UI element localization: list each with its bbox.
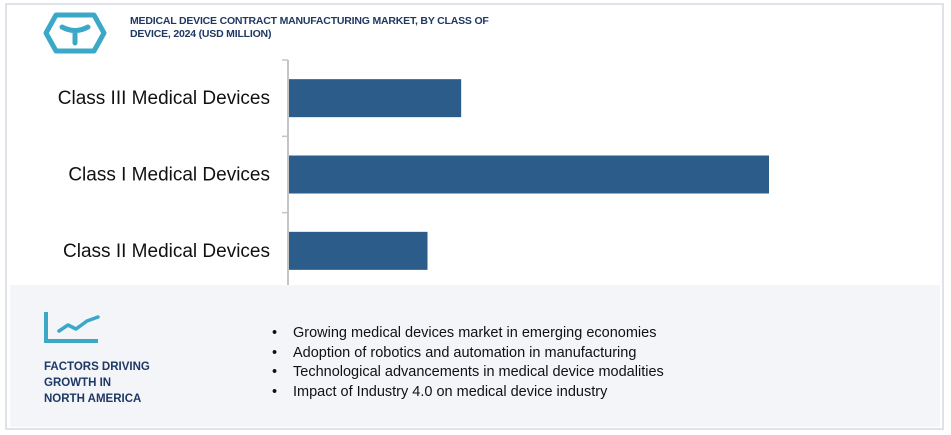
bar [288,155,769,194]
trend-line-icon [44,312,100,343]
chart-frame [5,3,944,430]
factors-heading-line: NORTH AMERICA [44,393,142,405]
list-item: Growing medical devices market in emergi… [272,324,664,344]
factors-heading-line: FACTORS DRIVING [44,361,150,373]
list-item: Impact of Industry 4.0 on medical device… [272,383,664,403]
factors-heading-line: GROWTH IN [44,377,112,389]
list-item: Adoption of robotics and automation in m… [272,344,664,364]
bar [288,231,428,270]
factors-list: Growing medical devices market in emergi… [272,324,664,402]
hexagon-y-logo-icon [43,12,107,54]
bar [288,79,462,118]
factors-heading: FACTORS DRIVING GROWTH IN NORTH AMERICA [44,359,150,407]
list-item: Technological advancements in medical de… [272,363,664,383]
category-label: Class II Medical Devices [63,241,270,262]
category-label: Class III Medical Devices [58,88,270,109]
category-label: Class I Medical Devices [68,165,270,186]
chart-title: MEDICAL DEVICE CONTRACT MANUFACTURING MA… [130,15,489,40]
